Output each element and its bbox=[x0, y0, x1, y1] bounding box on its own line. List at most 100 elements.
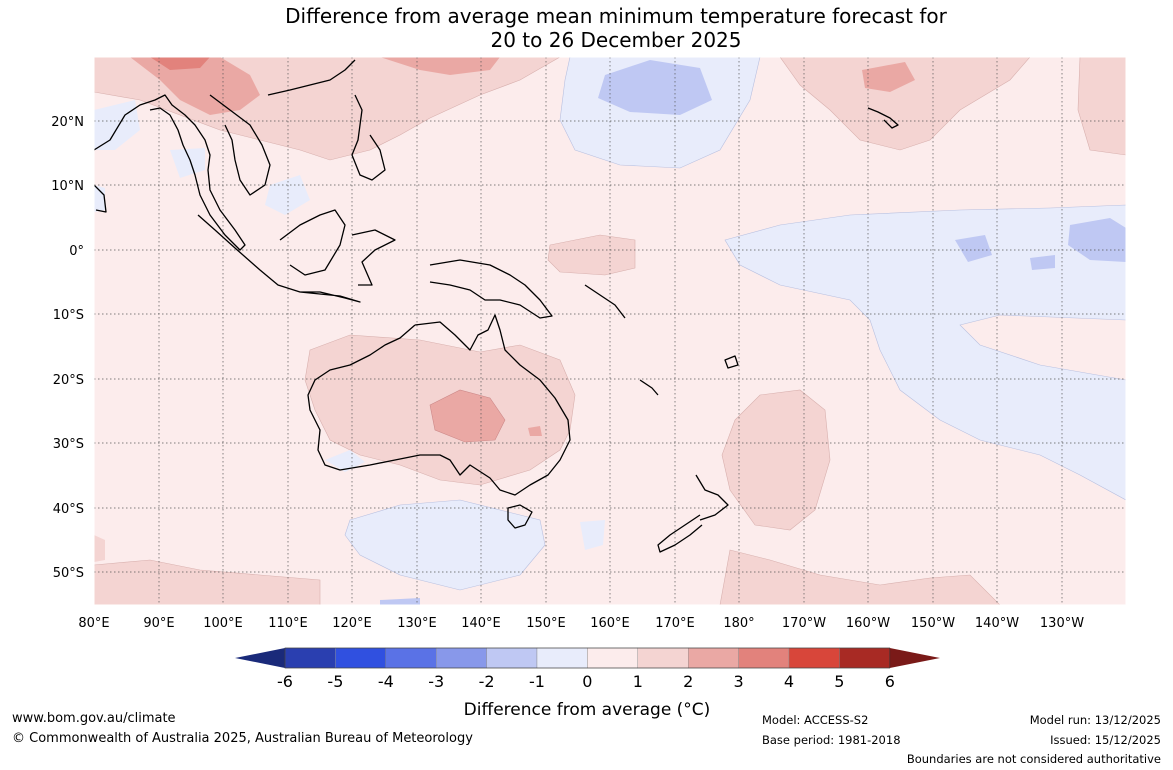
coastline-nz-north bbox=[695, 474, 729, 521]
colorbar-ticks: -6 -5 -4 -3 -2 -1 0 1 2 3 4 5 6 bbox=[277, 672, 895, 691]
coastline-sumatra-java bbox=[197, 214, 361, 303]
colorbar-tick: -3 bbox=[428, 672, 444, 691]
anomaly-cool-east-pacific bbox=[724, 204, 1126, 501]
colorbar-tick: 0 bbox=[582, 672, 592, 691]
colorbar-tick: 1 bbox=[633, 672, 643, 691]
coastlines bbox=[94, 59, 899, 553]
colorbar-tick: -6 bbox=[277, 672, 293, 691]
anomaly-warm-pacific-north bbox=[380, 57, 500, 75]
coastline-philippines bbox=[351, 94, 386, 181]
anomaly-warm-tasman bbox=[721, 389, 831, 531]
lon-label-110e: 110°E bbox=[268, 616, 308, 631]
colorbar-segment bbox=[335, 647, 386, 669]
lat-label-0: 0° bbox=[69, 244, 84, 259]
lon-label-170w: 170°W bbox=[782, 616, 826, 631]
colorbar-extend-high bbox=[889, 648, 940, 668]
coastline-indochina bbox=[209, 94, 271, 196]
anomaly-cool-wa-coast bbox=[325, 450, 365, 472]
title-line-1: Difference from average mean minimum tem… bbox=[285, 4, 947, 28]
anomaly-warm-china bbox=[130, 57, 260, 115]
lat-label-10n: 10°N bbox=[51, 179, 84, 194]
colorbar-tick: 4 bbox=[784, 672, 794, 691]
colorbar-tick: -2 bbox=[479, 672, 495, 691]
anomaly-field bbox=[94, 57, 1126, 605]
anomaly-hot-china bbox=[150, 57, 210, 70]
anomaly-cooler-small bbox=[1030, 255, 1055, 270]
lon-label-170e: 170°E bbox=[655, 616, 695, 631]
website-link[interactable]: www.bom.gov.au/climate bbox=[12, 711, 176, 726]
anomaly-warm-hawaii-core bbox=[862, 62, 915, 92]
lon-label-140e: 140°E bbox=[461, 616, 501, 631]
colorbar-title: Difference from average (°C) bbox=[464, 700, 711, 720]
colorbar-tick: 6 bbox=[885, 672, 895, 691]
colorbar-segment bbox=[536, 647, 588, 669]
lat-label-20n: 20°N bbox=[51, 115, 84, 130]
colorbar-segment bbox=[839, 647, 891, 669]
model-run-date: Model run: 13/12/2025 bbox=[1029, 713, 1161, 727]
colorbar-tick: 2 bbox=[683, 672, 693, 691]
boundary-disclaimer: Boundaries are not considered authoritat… bbox=[906, 752, 1161, 766]
colorbar-segment bbox=[738, 647, 790, 669]
base-period: Base period: 1981-2018 bbox=[762, 733, 901, 747]
colorbar-segment bbox=[688, 647, 739, 669]
copyright: © Commonwealth of Australia 2025, Austra… bbox=[12, 731, 473, 746]
coastline-new-guinea bbox=[429, 259, 553, 319]
lat-label-40s: 40°S bbox=[53, 502, 84, 517]
coastline-tasmania bbox=[507, 504, 533, 529]
lon-label-150e: 150°E bbox=[526, 616, 566, 631]
colorbar-segment bbox=[637, 647, 689, 669]
coastline-south-china bbox=[267, 59, 356, 96]
anomaly-cool-sri-lanka bbox=[94, 185, 105, 212]
issued-date: Issued: 15/12/2025 bbox=[1050, 733, 1161, 747]
lat-label-10s: 10°S bbox=[53, 308, 84, 323]
anomaly-cooler-central-pacific bbox=[955, 235, 992, 262]
map-frame bbox=[93, 56, 1127, 606]
lon-label-130e: 130°E bbox=[397, 616, 437, 631]
longitude-labels: 80°E 90°E 100°E 110°E 120°E 130°E 140°E … bbox=[78, 616, 1084, 631]
colorbar-segment bbox=[436, 647, 487, 669]
coastline-solomon-islands bbox=[584, 284, 626, 319]
lon-label-160e: 160°E bbox=[590, 616, 630, 631]
lat-label-50s: 50°S bbox=[53, 566, 84, 581]
anomaly-warm-hawaii bbox=[779, 57, 1031, 151]
anomaly-cool-bay bbox=[170, 148, 205, 178]
colorbar-extend-low bbox=[235, 648, 285, 668]
coastline-fiji bbox=[724, 355, 739, 369]
lon-label-100e: 100°E bbox=[203, 616, 243, 631]
coastline-southeast-asia bbox=[94, 94, 246, 251]
lon-label-140w: 140°W bbox=[975, 616, 1019, 631]
colorbar-outline bbox=[284, 647, 891, 669]
colorbar-segment bbox=[284, 647, 336, 669]
map-title: Difference from average mean minimum tem… bbox=[0, 4, 1173, 52]
colorbar-segment bbox=[385, 647, 437, 669]
anomaly-warm-equatorial bbox=[547, 234, 636, 276]
lon-label-150w: 150°W bbox=[911, 616, 955, 631]
coastline-australia bbox=[307, 314, 571, 496]
colorbar: -6 -5 -4 -3 -2 -1 0 1 2 3 4 5 6 Differen… bbox=[235, 647, 940, 720]
colorbar-tick: -4 bbox=[378, 672, 394, 691]
coastline-sulawesi bbox=[351, 229, 396, 286]
latitude-labels: 20°N 10°N 0° 10°S 20°S 30°S 40°S 50°S bbox=[51, 115, 84, 581]
lat-label-20s: 20°S bbox=[53, 373, 84, 388]
anomaly-warmer-small-australia bbox=[528, 426, 542, 436]
title-line-2: 20 to 26 December 2025 bbox=[490, 28, 742, 52]
anomaly-cool-south-tasman bbox=[580, 520, 605, 550]
anomaly-warm-south-pacific bbox=[719, 549, 1001, 605]
model-name: Model: ACCESS-S2 bbox=[762, 713, 869, 727]
coastline-borneo bbox=[279, 209, 346, 276]
colorbar-tick: 3 bbox=[734, 672, 744, 691]
anomaly-warm-east-pacific bbox=[1077, 57, 1126, 156]
lat-label-30s: 30°S bbox=[53, 437, 84, 452]
coastline-sri-lanka bbox=[94, 184, 107, 213]
lon-label-90e: 90°E bbox=[143, 616, 174, 631]
colorbar-tick: -5 bbox=[327, 672, 343, 691]
anomaly-cooler-south bbox=[380, 598, 420, 605]
lon-label-130w: 130°W bbox=[1040, 616, 1084, 631]
coastline-nz-south bbox=[657, 514, 703, 553]
colorbar-segment bbox=[587, 647, 639, 669]
colorbar-segment bbox=[486, 647, 538, 669]
anomaly-cooler-north-pacific bbox=[598, 60, 712, 115]
gridlines bbox=[94, 57, 1126, 605]
colorbar-segment bbox=[788, 647, 840, 669]
